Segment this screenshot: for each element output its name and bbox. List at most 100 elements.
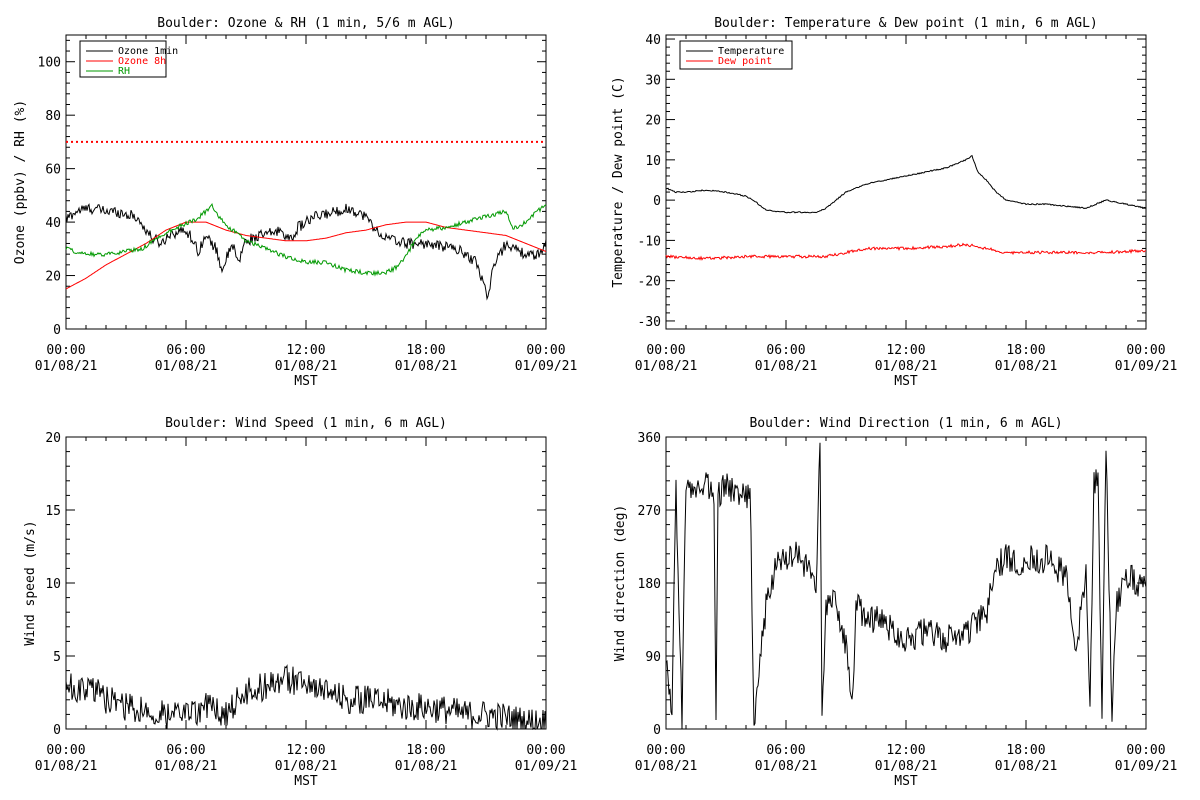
x-ticks: 00:0001/08/2106:0001/08/2112:0001/08/211…: [635, 35, 1177, 374]
x-tick-date: 01/08/21: [395, 359, 458, 374]
x-tick-label: 00:00: [1126, 743, 1165, 758]
x-tick-label: 12:00: [886, 743, 925, 758]
y-tick-label: 0: [653, 723, 661, 738]
y-tick-label: 180: [638, 577, 661, 592]
x-tick-label: 06:00: [166, 343, 205, 358]
x-tick-label: 00:00: [646, 343, 685, 358]
y-tick-label: 15: [45, 504, 61, 519]
y-ticks: 0 90 180 270 360: [638, 431, 1146, 738]
x-tick-label: 00:00: [526, 343, 565, 358]
x-tick-date: 01/08/21: [35, 359, 98, 374]
y-tick-label: 0: [53, 723, 61, 738]
x-tick-date: 01/08/21: [875, 759, 938, 774]
legend: Ozone 1min Ozone 8h RH: [79, 40, 178, 78]
x-tick-date: 01/08/21: [875, 359, 938, 374]
x-tick-date: 01/08/21: [275, 759, 338, 774]
plot-frame: [665, 436, 1147, 730]
series-line-ozone-8h: [65, 221, 547, 290]
plot-frame: [665, 34, 1147, 330]
x-axis-label: MST: [894, 374, 918, 389]
legend-label-rh: RH: [118, 66, 130, 77]
x-tick-date: 01/09/21: [1115, 759, 1178, 774]
y-ticks: -30 -20 -10 0 10 20 30 40: [638, 33, 1146, 330]
x-axis-label: MST: [294, 374, 318, 389]
x-tick-label: 12:00: [286, 743, 325, 758]
x-tick-label: 00:00: [46, 743, 85, 758]
y-axis-label: Ozone (ppbv) / RH (%): [13, 100, 28, 264]
chart-title: Boulder: Wind Speed (1 min, 6 m AGL): [165, 416, 447, 431]
x-axis-label: MST: [294, 774, 318, 789]
legend: Temperature Dew point: [679, 40, 793, 70]
x-ticks: 00:0001/08/2106:0001/08/2112:0001/08/211…: [35, 35, 578, 374]
y-ticks: 0 20 40 60 80 100: [38, 39, 546, 338]
y-tick-label: -20: [638, 275, 661, 290]
x-tick-date: 01/09/21: [515, 359, 578, 374]
x-axis-label: MST: [894, 774, 918, 789]
x-tick-label: 12:00: [886, 343, 925, 358]
chart-title: Boulder: Ozone & RH (1 min, 5/6 m AGL): [157, 16, 454, 31]
series-line-rh: [65, 202, 547, 277]
y-tick-label: 20: [45, 431, 61, 446]
chart-title: Boulder: Wind Direction (1 min, 6 m AGL): [749, 416, 1062, 431]
x-tick-label: 06:00: [166, 743, 205, 758]
legend-label-dew-point: Dew point: [718, 56, 772, 67]
series-group: [65, 202, 547, 301]
x-tick-date: 01/08/21: [275, 359, 338, 374]
legend-label-ozone-1min: Ozone 1min: [118, 46, 178, 57]
series-line-ozone-1min: [65, 203, 547, 301]
x-tick-date: 01/08/21: [635, 759, 698, 774]
series-group: [665, 442, 1147, 730]
y-tick-label: 20: [645, 114, 661, 129]
x-ticks: 00:0001/08/2106:0001/08/2112:0001/08/211…: [35, 437, 578, 774]
y-tick-label: 360: [638, 431, 661, 446]
x-tick-date: 01/08/21: [35, 759, 98, 774]
series-line-temperature: [665, 154, 1147, 214]
series-line-dew-point: [665, 242, 1147, 261]
y-axis-label: Temperature / Dew point (C): [611, 76, 626, 287]
series-group: [65, 664, 547, 731]
series-line-series-0: [65, 664, 547, 731]
x-tick-label: 00:00: [1126, 343, 1165, 358]
wind-speed-chart: Boulder: Wind Speed (1 min, 6 m AGL) Win…: [23, 416, 577, 789]
wind-direction-chart: Boulder: Wind Direction (1 min, 6 m AGL)…: [613, 416, 1177, 789]
y-axis-label: Wind speed (m/s): [23, 520, 38, 645]
x-tick-label: 00:00: [646, 743, 685, 758]
plot-frame: [65, 34, 547, 330]
x-tick-date: 01/08/21: [755, 359, 818, 374]
x-tick-label: 00:00: [46, 343, 85, 358]
y-tick-label: 270: [638, 504, 661, 519]
y-tick-label: 0: [653, 194, 661, 209]
y-tick-label: 5: [53, 650, 61, 665]
y-tick-label: 30: [645, 73, 661, 88]
legend-box: [679, 40, 793, 70]
y-tick-label: 10: [45, 577, 61, 592]
x-tick-label: 00:00: [526, 743, 565, 758]
legend-label-ozone-8h: Ozone 8h: [118, 56, 166, 67]
y-tick-label: 80: [45, 109, 61, 124]
x-tick-date: 01/08/21: [155, 359, 218, 374]
x-tick-label: 18:00: [1006, 343, 1045, 358]
x-tick-date: 01/08/21: [755, 759, 818, 774]
x-tick-label: 18:00: [406, 743, 445, 758]
y-tick-label: 0: [53, 323, 61, 338]
temperature-dewpoint-chart: Boulder: Temperature & Dew point (1 min,…: [611, 16, 1177, 389]
x-tick-label: 18:00: [1006, 743, 1045, 758]
y-tick-label: 40: [45, 216, 61, 231]
plot-frame: [65, 436, 547, 730]
y-tick-label: 60: [45, 163, 61, 178]
chart-title: Boulder: Temperature & Dew point (1 min,…: [714, 16, 1098, 31]
x-tick-date: 01/08/21: [995, 359, 1058, 374]
y-tick-label: 100: [38, 56, 61, 71]
x-tick-label: 12:00: [286, 343, 325, 358]
y-tick-label: 10: [645, 154, 661, 169]
x-tick-date: 01/08/21: [635, 359, 698, 374]
series-line-series-0: [665, 442, 1147, 730]
series-group: [665, 154, 1147, 261]
x-tick-date: 01/08/21: [995, 759, 1058, 774]
x-ticks: 00:0001/08/2106:0001/08/2112:0001/08/211…: [635, 437, 1178, 774]
x-tick-date: 01/08/21: [395, 759, 458, 774]
legend-label-temperature: Temperature: [718, 46, 784, 57]
x-tick-date: 01/09/21: [515, 759, 578, 774]
y-tick-label: 40: [645, 33, 661, 48]
y-tick-label: -10: [638, 234, 661, 249]
